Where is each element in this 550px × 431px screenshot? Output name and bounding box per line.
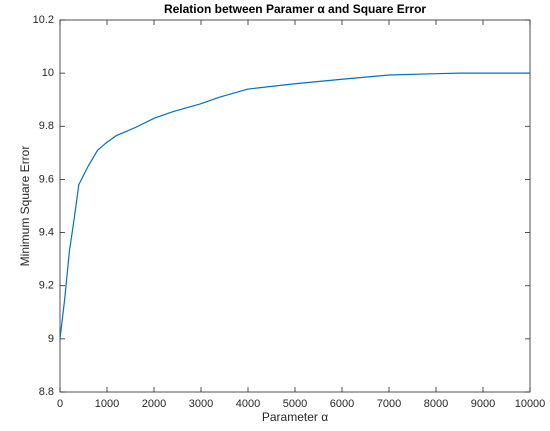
axes-box	[59, 19, 531, 393]
y-tick-label: 9.4	[39, 226, 54, 238]
x-tick-label: 5000	[283, 398, 307, 410]
y-tick-label: 9.8	[39, 120, 54, 132]
y-tick-label: 9	[48, 333, 54, 345]
x-tick-label: 1000	[95, 398, 119, 410]
x-tick-label: 10000	[515, 398, 546, 410]
y-tick-label: 10	[42, 67, 54, 79]
x-tick-label: 6000	[330, 398, 354, 410]
chart-title: Relation between Paramer α and Square Er…	[164, 2, 426, 16]
x-axis-label: Parameter α	[262, 410, 328, 424]
y-tick-label: 9.6	[39, 173, 54, 185]
x-tick-label: 0	[57, 398, 63, 410]
data-line	[59, 72, 530, 339]
y-tick-label: 9.2	[39, 280, 54, 292]
x-tick-label: 7000	[377, 398, 401, 410]
x-tick-label: 2000	[142, 398, 166, 410]
y-axis-label: Minimum Square Error	[18, 146, 32, 267]
y-tick-label: 8.8	[39, 386, 54, 398]
x-tick-label: 4000	[236, 398, 260, 410]
x-tick-label: 3000	[189, 398, 213, 410]
x-tick-label: 8000	[424, 398, 448, 410]
x-tick-label: 9000	[471, 398, 495, 410]
y-tick-label: 10.2	[33, 14, 54, 26]
